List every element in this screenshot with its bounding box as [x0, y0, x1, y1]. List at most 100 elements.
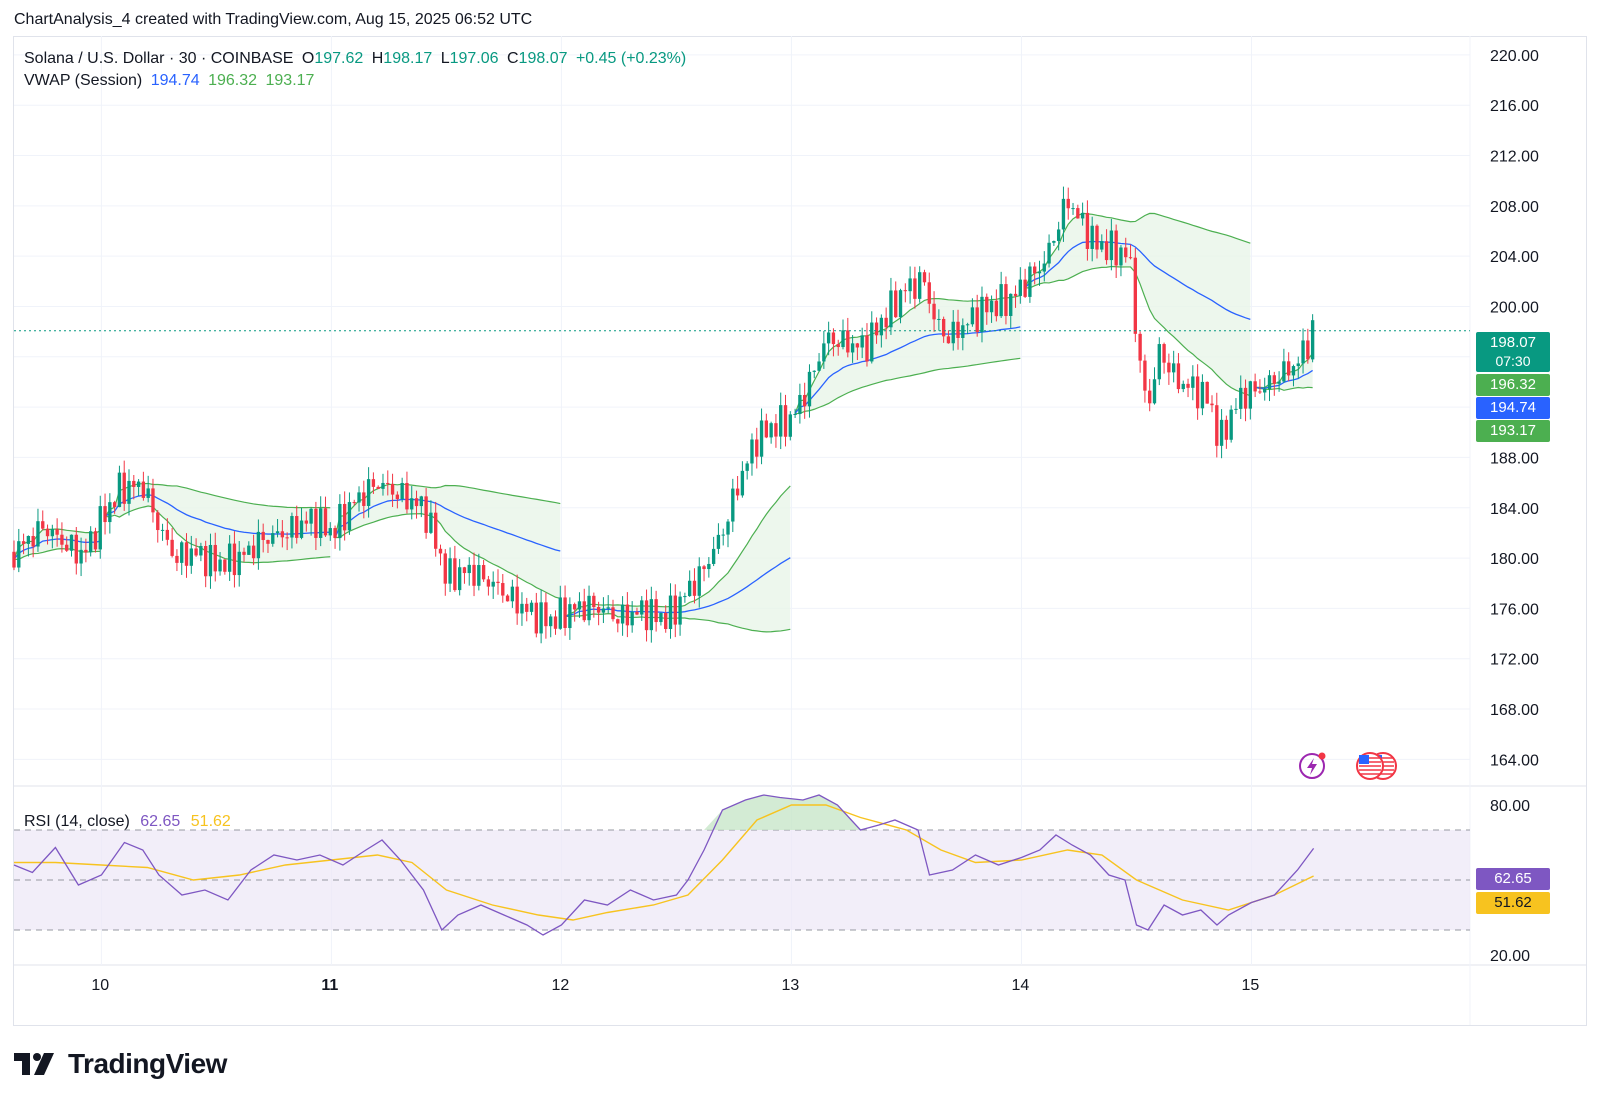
candle-body [692, 580, 697, 596]
candle-body [831, 332, 836, 345]
candle-body [788, 414, 792, 437]
candle-body [941, 318, 946, 337]
chart-canvas[interactable]: 220.00 216.00 212.00 208.00 204.00 200.00 196.… [0, 0, 1600, 1040]
candle-body [568, 604, 572, 629]
candle-body [1018, 279, 1022, 296]
vwap-main-value: 194.74 [150, 72, 200, 89]
candle-body [654, 599, 658, 623]
candle-body [376, 486, 380, 489]
candle-body [386, 482, 390, 484]
vwap-line [334, 498, 561, 552]
candle-body [151, 488, 155, 513]
candle-body [1013, 293, 1018, 296]
change-value: +0.45 (+0.23%) [575, 50, 687, 67]
candle-body [525, 603, 529, 612]
symbol-label[interactable]: Solana / U.S. Dollar · 30 · COINBASE [24, 50, 294, 67]
candle-body [544, 602, 548, 627]
candle-body [60, 534, 64, 545]
price-tick-label: 164.00 [1490, 752, 1539, 769]
candle-body [338, 503, 342, 539]
tradingview-logo[interactable]: TradingView [14, 1048, 227, 1080]
candle-body [223, 559, 227, 572]
rsi-label[interactable]: RSI (14, close) [24, 813, 130, 830]
candle-body [1277, 381, 1281, 384]
candle-body [836, 344, 840, 348]
candle-body [640, 600, 644, 615]
candle-body [218, 559, 222, 572]
price-tick-label: 208.00 [1490, 199, 1539, 216]
candle-body [1205, 381, 1209, 404]
candle-body [132, 480, 136, 487]
candle-body [1248, 381, 1253, 409]
lightning-icon [1299, 752, 1326, 779]
candle-body [141, 481, 146, 498]
candle-body [587, 595, 591, 621]
vwap-band-fill [795, 295, 1021, 414]
candle-body [156, 512, 160, 531]
candle-body [668, 595, 673, 630]
lightning-icon-dot [1318, 752, 1326, 760]
candle-body [956, 321, 960, 338]
rsi-tick-label: 80.00 [1490, 798, 1530, 815]
countdown-value: 07:30 [1495, 353, 1531, 369]
candle-body [362, 492, 366, 506]
vwap-main-badge: 194.74 [1476, 397, 1550, 419]
candle-body [136, 481, 141, 487]
candle-body [462, 567, 467, 574]
candle-body [84, 549, 88, 553]
vwap-label[interactable]: VWAP (Session) [24, 72, 143, 89]
candle-body [1306, 340, 1310, 360]
price-legend: Solana / U.S. Dollar · 30 · COINBASE O19… [24, 48, 690, 92]
candle-body [69, 534, 74, 551]
candle-body [721, 534, 725, 536]
candle-body [1085, 212, 1090, 249]
candle-body [1143, 360, 1147, 391]
candle-body [112, 502, 117, 508]
candle-body [472, 564, 476, 586]
vwap-upper-badge: 196.32 [1476, 374, 1550, 396]
candle-body [922, 272, 927, 283]
candle-body [347, 502, 352, 531]
chart-frame[interactable] [13, 36, 1587, 1026]
candle-body [1095, 225, 1099, 250]
close-value: 198.07 [518, 50, 568, 67]
candle-body [1104, 241, 1109, 261]
price-tick-label: 168.00 [1490, 702, 1539, 719]
candle-body [659, 612, 663, 623]
candle-body [1191, 376, 1195, 388]
open-value: 197.62 [314, 50, 364, 67]
candle-body [716, 534, 721, 549]
price-tick-label: 184.00 [1490, 501, 1539, 518]
candle-body [65, 544, 69, 551]
candle-body [261, 531, 265, 541]
candle-body [529, 602, 534, 612]
candle-body [865, 335, 869, 362]
candle-body [323, 508, 328, 536]
time-tick-label: 15 [1241, 977, 1259, 994]
candle-body [549, 616, 553, 627]
candle-body [199, 546, 203, 556]
candle-body [582, 601, 586, 621]
candle-body [965, 324, 970, 326]
candle-body [1234, 408, 1238, 410]
candle-body [232, 543, 237, 576]
candle-body [395, 494, 400, 500]
candle-body [745, 463, 749, 471]
candle-body [448, 558, 452, 584]
candle-body [357, 492, 361, 503]
candle-body [381, 482, 385, 489]
candle-body [1215, 405, 1219, 446]
candle-body [1239, 387, 1243, 409]
candle-body [1301, 340, 1305, 364]
candle-body [726, 521, 730, 535]
candle-body [165, 529, 170, 540]
candle-body [280, 531, 285, 538]
candle-body [400, 482, 404, 500]
high-value: 198.17 [383, 50, 433, 67]
candle-body [932, 303, 936, 320]
candle-body [491, 581, 495, 587]
candle-body [635, 611, 639, 615]
candle-body [295, 516, 299, 538]
tradingview-logo-icon [14, 1053, 54, 1075]
candle-body [1210, 403, 1214, 406]
